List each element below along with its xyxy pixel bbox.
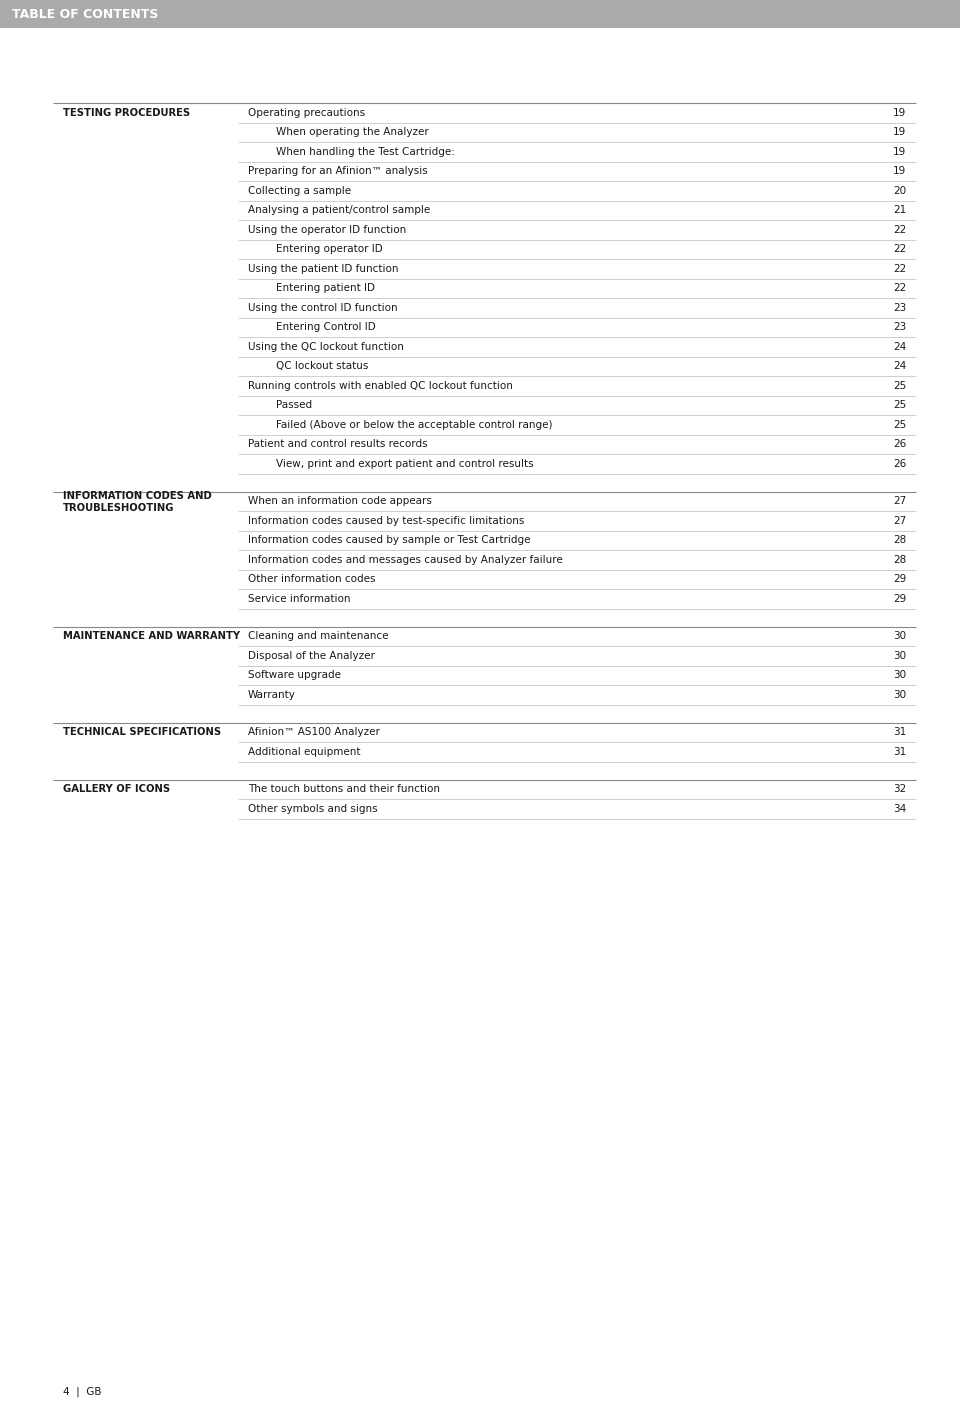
Text: 29: 29 [893,574,906,584]
Text: 31: 31 [893,728,906,738]
Text: 26: 26 [893,458,906,468]
Text: 34: 34 [893,803,906,813]
Text: 22: 22 [893,264,906,274]
Text: 30: 30 [893,671,906,681]
Text: 21: 21 [893,205,906,215]
Bar [0,0,960,29]
Text: Cleaning and maintenance: Cleaning and maintenance [248,631,389,641]
Text: View, print and export patient and control results: View, print and export patient and contr… [276,458,534,468]
Text: 22: 22 [893,224,906,235]
Text: When handling the Test Cartridge:: When handling the Test Cartridge: [276,147,455,157]
Text: TROUBLESHOOTING: TROUBLESHOOTING [63,504,175,514]
Text: 31: 31 [893,746,906,756]
Text: Other information codes: Other information codes [248,574,375,584]
Text: 30: 30 [893,651,906,661]
Text: GALLERY OF ICONS: GALLERY OF ICONS [63,785,170,795]
Text: Software upgrade: Software upgrade [248,671,341,681]
Text: 22: 22 [893,244,906,254]
Text: Using the QC lockout function: Using the QC lockout function [248,341,404,351]
Text: 32: 32 [893,785,906,795]
Text: 26: 26 [893,440,906,450]
Text: Entering operator ID: Entering operator ID [276,244,383,254]
Text: The touch buttons and their function: The touch buttons and their function [248,785,440,795]
Text: Entering Control ID: Entering Control ID [276,323,375,332]
Text: Afinion™ AS100 Analyzer: Afinion™ AS100 Analyzer [248,728,380,738]
Text: Information codes caused by test-specific limitations: Information codes caused by test-specifi… [248,515,524,525]
Text: 27: 27 [893,497,906,507]
Text: Service information: Service information [248,594,350,604]
Text: 23: 23 [893,303,906,313]
Text: Other symbols and signs: Other symbols and signs [248,803,377,813]
Text: 28: 28 [893,535,906,545]
Text: 30: 30 [893,689,906,699]
Text: 28: 28 [893,555,906,565]
Text: Passed: Passed [276,400,312,410]
Text: TABLE OF CONTENTS: TABLE OF CONTENTS [12,7,158,20]
Text: Operating precautions: Operating precautions [248,108,365,118]
Text: Patient and control results records: Patient and control results records [248,440,427,450]
Text: 25: 25 [893,381,906,391]
Text: Preparing for an Afinion™ analysis: Preparing for an Afinion™ analysis [248,167,428,177]
Text: TECHNICAL SPECIFICATIONS: TECHNICAL SPECIFICATIONS [63,728,221,738]
Text: 25: 25 [893,400,906,410]
Text: INFORMATION CODES AND: INFORMATION CODES AND [63,491,212,501]
Text: Information codes and messages caused by Analyzer failure: Information codes and messages caused by… [248,555,563,565]
Text: 19: 19 [893,108,906,118]
Text: 19: 19 [893,167,906,177]
Text: 29: 29 [893,594,906,604]
Text: QC lockout status: QC lockout status [276,361,369,371]
Text: Using the patient ID function: Using the patient ID function [248,264,398,274]
Text: Collecting a sample: Collecting a sample [248,186,351,195]
Text: 4  |  GB: 4 | GB [63,1387,102,1397]
Text: Running controls with enabled QC lockout function: Running controls with enabled QC lockout… [248,381,513,391]
Text: Analysing a patient/control sample: Analysing a patient/control sample [248,205,430,215]
Text: When operating the Analyzer: When operating the Analyzer [276,127,429,137]
Text: Additional equipment: Additional equipment [248,746,361,756]
Text: Entering patient ID: Entering patient ID [276,283,375,294]
Text: Using the operator ID function: Using the operator ID function [248,224,406,235]
Text: Disposal of the Analyzer: Disposal of the Analyzer [248,651,374,661]
Text: 24: 24 [893,341,906,351]
Text: 20: 20 [893,186,906,195]
Text: Information codes caused by sample or Test Cartridge: Information codes caused by sample or Te… [248,535,531,545]
Text: 27: 27 [893,515,906,525]
Text: 25: 25 [893,420,906,430]
Text: Using the control ID function: Using the control ID function [248,303,397,313]
Text: 19: 19 [893,127,906,137]
Text: 23: 23 [893,323,906,332]
Text: Warranty: Warranty [248,689,296,699]
Text: Failed (Above or below the acceptable control range): Failed (Above or below the acceptable co… [276,420,553,430]
Text: When an information code appears: When an information code appears [248,497,432,507]
Text: TESTING PROCEDURES: TESTING PROCEDURES [63,108,190,118]
Text: 30: 30 [893,631,906,641]
Text: 22: 22 [893,283,906,294]
Text: MAINTENANCE AND WARRANTY: MAINTENANCE AND WARRANTY [63,631,240,641]
Text: 19: 19 [893,147,906,157]
Text: 24: 24 [893,361,906,371]
